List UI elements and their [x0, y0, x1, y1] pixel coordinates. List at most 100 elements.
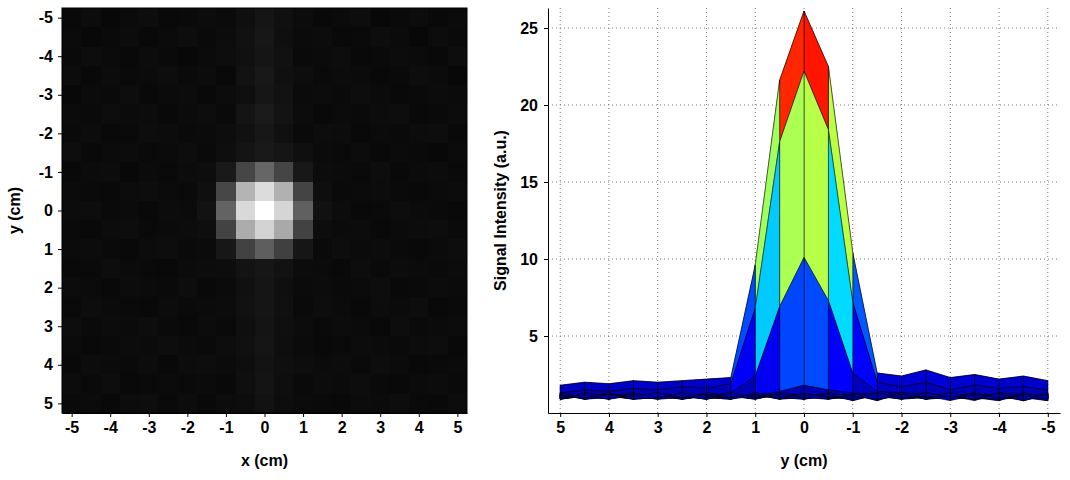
heatmap-cell [197, 182, 217, 202]
heatmap-cell [351, 220, 371, 240]
heatmap-cell [62, 201, 82, 221]
surface-patch [658, 393, 682, 399]
surface-patch [926, 382, 950, 397]
heatmap-cell [216, 27, 236, 47]
heatmap-cell [293, 182, 313, 202]
heatmap-cell [448, 124, 467, 144]
heatmap-cell [120, 201, 140, 221]
heatmap-cell [197, 162, 217, 182]
surface-patch [999, 393, 1023, 401]
y-axis-tick: 1 [44, 241, 62, 258]
heatmap-cell [448, 8, 467, 28]
heatmap-cell [448, 239, 467, 259]
heatmap-cell [390, 162, 410, 182]
y-axis-tick-label: 10 [520, 251, 538, 268]
surface-patch [975, 393, 999, 401]
heatmap-cell [216, 143, 236, 163]
heatmap-cell [293, 336, 313, 356]
heatmap-cell [371, 201, 391, 221]
heatmap-cell [293, 239, 313, 259]
heatmap-cell [62, 394, 82, 413]
heatmap-cell [139, 182, 159, 202]
heatmap-cell [409, 85, 429, 105]
surface-patch [902, 393, 926, 399]
x-axis-tick: -3 [142, 413, 156, 436]
heatmap-cell [409, 394, 429, 413]
surface-patch [999, 393, 1023, 401]
heatmap-cell [236, 297, 256, 317]
heatmap-cell [62, 162, 82, 182]
heatmap-cell [448, 182, 467, 202]
heatmap-cell [274, 278, 294, 298]
heatmap-cell [428, 220, 448, 240]
heatmap-cell [293, 374, 313, 394]
heatmap-cell [390, 27, 410, 47]
y-axis-tick-label: 2 [44, 279, 53, 296]
surface-patch [731, 395, 755, 400]
heatmap-cell [81, 278, 101, 298]
y-axis-tick: -3 [39, 86, 62, 103]
surface-patch [609, 393, 633, 399]
heatmap-cell [351, 85, 371, 105]
heatmap-cell [448, 27, 467, 47]
surface-patch [609, 395, 633, 400]
heatmap-cell [81, 104, 101, 124]
plot-background [62, 8, 467, 413]
x-axis-tick-mark [950, 413, 951, 417]
heatmap-cell [81, 374, 101, 394]
heatmap-cell [216, 8, 236, 28]
heatmap-cell [332, 143, 352, 163]
heatmap-cell [255, 104, 275, 124]
heatmap-cell [255, 182, 275, 202]
heatmap-cell [274, 85, 294, 105]
heatmap-cell [332, 201, 352, 221]
heatmap-cell [332, 317, 352, 337]
heatmap-cell [197, 220, 217, 240]
x-axis: 543210-1-2-3-4-5 [549, 413, 1061, 436]
surface-patch [1023, 395, 1047, 401]
heatmap-cell [178, 27, 198, 47]
heatmap-cell [178, 259, 198, 279]
heatmap-cell [274, 104, 294, 124]
heatmap-cell [274, 66, 294, 86]
surface-patch [902, 393, 926, 399]
heatmap-cell [293, 85, 313, 105]
grid [548, 8, 1060, 413]
heatmap-cell [428, 239, 448, 259]
heatmap-cell [236, 85, 256, 105]
heatmap-cell [448, 220, 467, 240]
heatmap-cell [371, 259, 391, 279]
heatmap-cell [81, 239, 101, 259]
heatmap-cell [255, 220, 275, 240]
heatmap-cell [274, 317, 294, 337]
heatmap-cell [390, 317, 410, 337]
heatmap-cell [428, 201, 448, 221]
grid-line-x [657, 8, 658, 413]
heatmap-cell [197, 394, 217, 413]
heatmap-cell [236, 355, 256, 375]
y-axis-tick-mark [58, 95, 62, 96]
heatmap-cell [139, 355, 159, 375]
heatmap-cell [293, 104, 313, 124]
surface-patch [706, 393, 730, 399]
x-axis-tick: -1 [219, 413, 233, 436]
y-axis-title: y (cm) [6, 187, 23, 234]
heatmap-cell [101, 8, 121, 28]
heatmap-cell [313, 66, 333, 86]
surface-patch [1023, 395, 1047, 401]
heatmap-cell [62, 239, 82, 259]
heatmap-cell [101, 124, 121, 144]
heatmap-cell [158, 66, 178, 86]
x-axis-tick-mark [226, 413, 227, 417]
y-axis-line [62, 9, 63, 414]
heatmap-cell [120, 374, 140, 394]
heatmap-cell [313, 297, 333, 317]
heatmap-cell [274, 394, 294, 413]
heatmap-cell [448, 317, 467, 337]
heatmap-cell [293, 259, 313, 279]
surface-patch [609, 395, 633, 400]
heatmap-cell [428, 124, 448, 144]
surface-patch [902, 393, 926, 399]
y-axis-tick-label: -4 [39, 48, 53, 65]
heatmap-cell [313, 336, 333, 356]
